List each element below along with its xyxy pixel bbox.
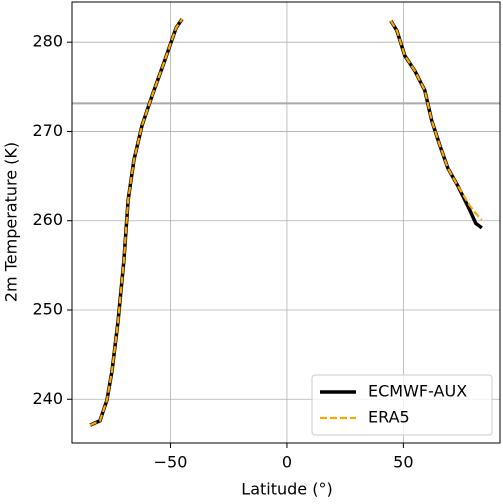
data-line [89, 17, 483, 427]
x-axis-label: Latitude (°) [241, 480, 332, 499]
y-tick-label: 260 [32, 210, 63, 229]
legend-label: ECMWF-AUX [368, 382, 467, 401]
data-line [89, 18, 483, 427]
legend-box [311, 374, 493, 436]
legend-label: ERA5 [368, 408, 410, 427]
frame [71, 1, 501, 444]
y-tick-label: 240 [32, 389, 63, 408]
y-tick-label: 250 [32, 299, 63, 318]
y-axis-label: 2m Temperature (K) [2, 142, 21, 302]
x-tick-label: 0 [282, 453, 292, 472]
x-tick-label: 50 [393, 453, 413, 472]
y-tick-label: 270 [32, 121, 63, 140]
x-tick-label: −50 [154, 453, 188, 472]
y-tick-label: 280 [32, 32, 63, 51]
